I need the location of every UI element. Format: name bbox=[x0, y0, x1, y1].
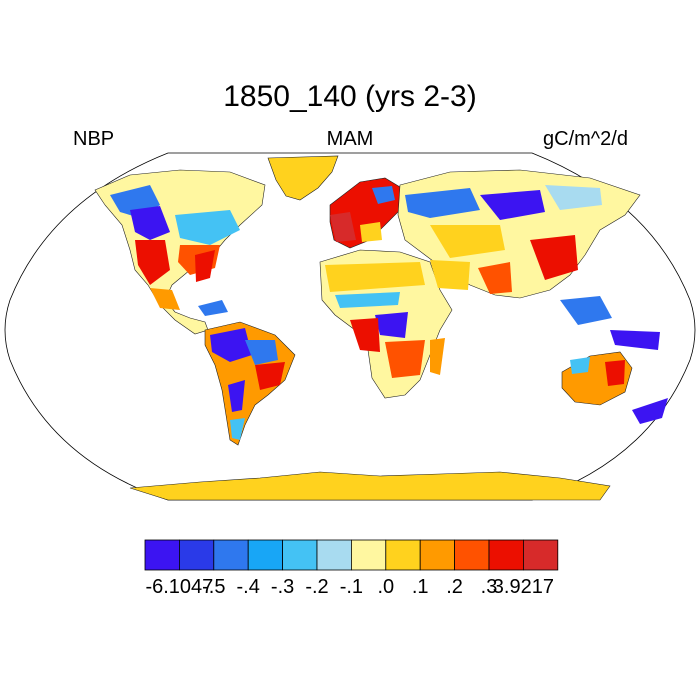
colorbar-tick-label: -.5 bbox=[202, 576, 226, 598]
colorbar-tick-label: .3 bbox=[480, 576, 498, 598]
colorbar-tick-label: 3.9217 bbox=[492, 576, 554, 598]
colorbar-swatch bbox=[247, 539, 283, 571]
colorbar-swatch bbox=[385, 539, 421, 571]
variable-label: NBP bbox=[73, 128, 115, 150]
greenland bbox=[267, 155, 339, 201]
colorbar-tick-label: .0 bbox=[377, 576, 395, 598]
africa bbox=[319, 249, 470, 399]
colorbar-tick-label: -.1 bbox=[339, 576, 364, 598]
colorbar-tick-label: -6.1047 bbox=[145, 576, 214, 598]
map-title: 1850_140 (yrs 2-3) bbox=[223, 80, 477, 113]
season-label: MAM bbox=[326, 128, 374, 150]
colorbar-swatch bbox=[454, 539, 490, 571]
north-america bbox=[94, 169, 266, 335]
colorbar-swatch bbox=[488, 539, 524, 571]
europe bbox=[329, 177, 406, 249]
colorbar-tick-label: -.4 bbox=[236, 576, 260, 598]
colorbar-swatch bbox=[350, 539, 387, 571]
australia bbox=[561, 351, 668, 424]
antarctica bbox=[129, 471, 611, 501]
units-label: gC/m^2/d bbox=[543, 128, 628, 150]
colorbar-swatch bbox=[316, 539, 352, 571]
colorbar-tick-label: -.2 bbox=[305, 576, 329, 598]
colorbar-tick-label: -.3 bbox=[270, 576, 295, 598]
colorbar-swatch bbox=[144, 539, 180, 571]
colorbar-swatch bbox=[419, 539, 456, 571]
south-america bbox=[204, 321, 296, 446]
colorbar-swatch bbox=[523, 539, 559, 571]
colorbar-swatch bbox=[282, 539, 318, 571]
colorbar-tick-label: .2 bbox=[446, 576, 463, 598]
colorbar-swatch bbox=[178, 539, 215, 571]
colorbar-tick-label: .1 bbox=[411, 576, 429, 598]
colorbar-swatch bbox=[213, 539, 249, 571]
